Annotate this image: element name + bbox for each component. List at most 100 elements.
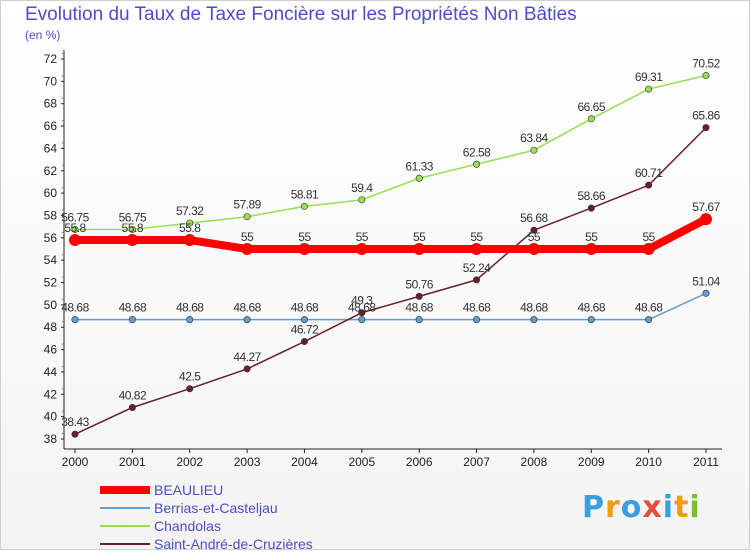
data-point bbox=[645, 316, 653, 324]
data-label: 48.68 bbox=[635, 301, 663, 315]
x-tick-label: 2008 bbox=[521, 455, 548, 469]
data-point bbox=[530, 226, 538, 234]
data-point bbox=[186, 385, 194, 393]
legend-label: BEAULIEU bbox=[154, 482, 224, 498]
data-point bbox=[470, 243, 483, 255]
y-tick-label: 54 bbox=[44, 253, 58, 267]
data-point bbox=[530, 316, 538, 324]
data-label: 55.8 bbox=[179, 221, 201, 235]
y-tick-label: 38 bbox=[44, 432, 58, 446]
data-label: 44.27 bbox=[233, 350, 261, 364]
data-label: 57.89 bbox=[233, 198, 261, 212]
data-point bbox=[241, 243, 254, 255]
data-label: 55.8 bbox=[122, 221, 144, 235]
data-point bbox=[473, 276, 481, 284]
data-point bbox=[243, 365, 251, 373]
data-point bbox=[243, 316, 251, 324]
data-label: 56.75 bbox=[61, 210, 89, 224]
data-label: 69.31 bbox=[635, 70, 663, 84]
data-label: 48.68 bbox=[176, 301, 204, 315]
data-label: 56.75 bbox=[119, 210, 147, 224]
data-label: 48.68 bbox=[578, 301, 606, 315]
x-tick-label: 2009 bbox=[578, 455, 605, 469]
y-tick-label: 42 bbox=[44, 387, 58, 401]
y-tick-label: 52 bbox=[44, 276, 58, 290]
data-point bbox=[645, 85, 653, 93]
data-point bbox=[300, 202, 308, 210]
data-point bbox=[71, 316, 79, 324]
data-label: 48.68 bbox=[463, 301, 491, 315]
data-label: 48.68 bbox=[119, 301, 147, 315]
data-label: 51.04 bbox=[692, 274, 720, 288]
y-tick-label: 68 bbox=[44, 97, 58, 111]
proxiti-logo: Proxiti bbox=[582, 490, 701, 525]
data-point bbox=[702, 124, 710, 132]
data-label: 63.84 bbox=[520, 131, 548, 145]
series-line-0 bbox=[71, 215, 710, 253]
legend-label: Saint-André-de-Cruzières bbox=[154, 536, 313, 552]
y-tick-label: 50 bbox=[44, 298, 58, 312]
y-tick-label: 60 bbox=[44, 186, 58, 200]
data-label: 57.67 bbox=[692, 200, 720, 214]
data-point bbox=[587, 204, 595, 212]
y-tick-label: 64 bbox=[44, 141, 58, 155]
y-tick-label: 62 bbox=[44, 164, 58, 178]
y-tick-label: 46 bbox=[44, 343, 58, 357]
data-label: 66.65 bbox=[578, 100, 606, 114]
data-point bbox=[473, 316, 481, 324]
y-tick-label: 44 bbox=[44, 365, 58, 379]
data-point bbox=[645, 181, 653, 189]
series-layer bbox=[69, 72, 712, 438]
data-label: 38.43 bbox=[61, 415, 89, 429]
data-point bbox=[415, 174, 423, 182]
data-point bbox=[530, 146, 538, 154]
data-label: 42.5 bbox=[179, 370, 201, 384]
series-line-2 bbox=[74, 74, 707, 231]
data-label: 61.33 bbox=[405, 159, 433, 173]
data-label: 55 bbox=[413, 230, 426, 244]
y-tick-label: 40 bbox=[44, 410, 58, 424]
y-tick-label: 48 bbox=[44, 320, 58, 334]
data-label: 50.76 bbox=[405, 277, 433, 291]
x-tick-label: 2011 bbox=[693, 455, 719, 469]
legend-swatch bbox=[100, 486, 150, 494]
x-tick-label: 2010 bbox=[635, 455, 662, 469]
data-label: 59.4 bbox=[351, 181, 373, 195]
data-point bbox=[71, 430, 79, 438]
data-label: 55 bbox=[241, 230, 254, 244]
data-point bbox=[243, 213, 251, 221]
logo-letter: i bbox=[662, 490, 675, 525]
logo-letter: i bbox=[689, 490, 701, 525]
data-point bbox=[585, 243, 598, 255]
data-point bbox=[587, 316, 595, 324]
legend-swatch bbox=[100, 525, 150, 527]
axes: 38 40 42 44 46 48 50 52 54 56 58 60 62 64 66 68 70 72 2000… bbox=[44, 50, 722, 469]
data-point bbox=[128, 316, 136, 324]
data-point bbox=[358, 196, 366, 204]
data-label: 55 bbox=[528, 230, 541, 244]
logo-letter: o bbox=[620, 490, 643, 525]
logo-letter: x bbox=[642, 490, 663, 525]
data-point bbox=[300, 338, 308, 346]
data-label: 55 bbox=[470, 230, 483, 244]
data-label: 57.32 bbox=[176, 204, 204, 218]
y-tick-label: 56 bbox=[44, 231, 58, 245]
data-label: 62.58 bbox=[463, 145, 491, 159]
data-point bbox=[128, 225, 136, 233]
logo-letter: r bbox=[605, 490, 621, 525]
data-label: 60.71 bbox=[635, 166, 663, 180]
data-label: 46.72 bbox=[291, 323, 319, 337]
legend-swatch bbox=[100, 543, 150, 545]
y-tick-label: 72 bbox=[44, 52, 58, 66]
data-label: 40.82 bbox=[119, 388, 147, 402]
x-tick-label: 2002 bbox=[176, 455, 203, 469]
data-point bbox=[702, 289, 710, 297]
data-label: 49.3 bbox=[351, 294, 373, 308]
data-point bbox=[415, 316, 423, 324]
data-point bbox=[642, 243, 655, 255]
y-tick-label: 70 bbox=[44, 74, 58, 88]
data-label: 65.86 bbox=[692, 109, 720, 123]
data-label: 48.68 bbox=[291, 301, 319, 315]
series-line-1 bbox=[74, 292, 707, 321]
